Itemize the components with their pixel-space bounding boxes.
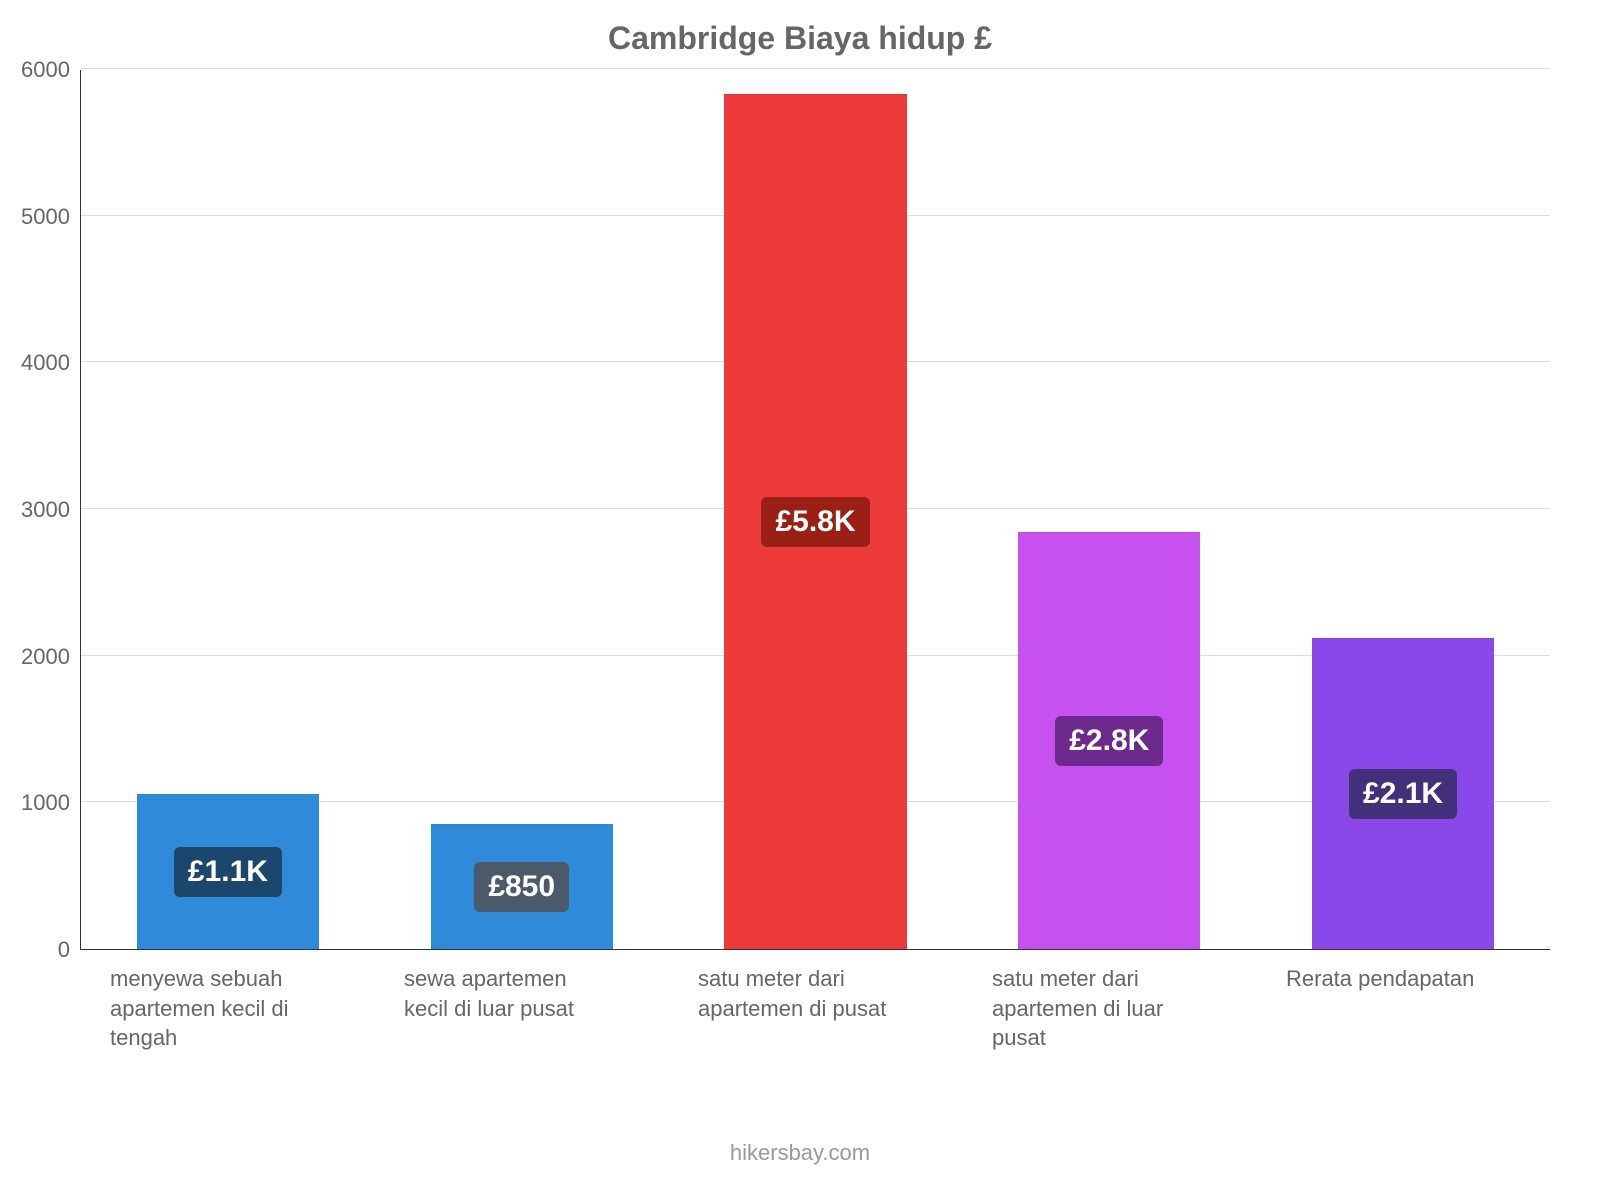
- chart-title: Cambridge Biaya hidup £: [0, 20, 1600, 57]
- y-tick-label: 4000: [10, 350, 70, 376]
- y-tick-label: 5000: [10, 204, 70, 230]
- x-label-slot: satu meter dari apartemen di pusat: [668, 964, 962, 1053]
- plot-area: £1.1K £850 £5.8K £2.8K £2.1K: [80, 70, 1550, 950]
- bar-value-label: £5.8K: [761, 497, 869, 547]
- x-axis-labels: menyewa sebuah apartemen kecil di tengah…: [80, 964, 1550, 1053]
- bar-slot: £5.8K: [669, 70, 963, 949]
- bar: £850: [431, 824, 613, 949]
- x-axis-category-label: satu meter dari apartemen di pusat: [698, 964, 898, 1053]
- x-label-slot: satu meter dari apartemen di luar pusat: [962, 964, 1256, 1053]
- footer-attribution: hikersbay.com: [0, 1140, 1600, 1166]
- bar-value-label: £850: [474, 862, 569, 912]
- y-tick-label: 2000: [10, 644, 70, 670]
- x-axis-category-label: menyewa sebuah apartemen kecil di tengah: [110, 964, 310, 1053]
- bar-value-label: £2.1K: [1349, 769, 1457, 819]
- x-label-slot: menyewa sebuah apartemen kecil di tengah: [80, 964, 374, 1053]
- bar-value-label: £2.8K: [1055, 716, 1163, 766]
- x-label-slot: Rerata pendapatan: [1256, 964, 1550, 1053]
- bar: £1.1K: [137, 794, 319, 949]
- y-tick-label: 1000: [10, 790, 70, 816]
- bar-slot: £2.8K: [962, 70, 1256, 949]
- bar: £2.8K: [1018, 532, 1200, 949]
- x-axis-category-label: sewa apartemen kecil di luar pusat: [404, 964, 604, 1053]
- cost-of-living-chart: Cambridge Biaya hidup £ £1.1K £850 £5.8K £2…: [0, 0, 1600, 1200]
- bar-slot: £1.1K: [81, 70, 375, 949]
- bar-value-label: £1.1K: [174, 847, 282, 897]
- bar: £2.1K: [1312, 638, 1494, 949]
- y-tick-label: 3000: [10, 497, 70, 523]
- x-axis-category-label: Rerata pendapatan: [1286, 964, 1474, 1053]
- x-label-slot: sewa apartemen kecil di luar pusat: [374, 964, 668, 1053]
- bar-slot: £850: [375, 70, 669, 949]
- bars-container: £1.1K £850 £5.8K £2.8K £2.1K: [81, 70, 1550, 949]
- bar: £5.8K: [724, 94, 906, 949]
- bar-slot: £2.1K: [1256, 70, 1550, 949]
- y-tick-label: 6000: [10, 57, 70, 83]
- y-tick-label: 0: [10, 937, 70, 963]
- gridline: [81, 68, 1550, 69]
- x-axis-category-label: satu meter dari apartemen di luar pusat: [992, 964, 1192, 1053]
